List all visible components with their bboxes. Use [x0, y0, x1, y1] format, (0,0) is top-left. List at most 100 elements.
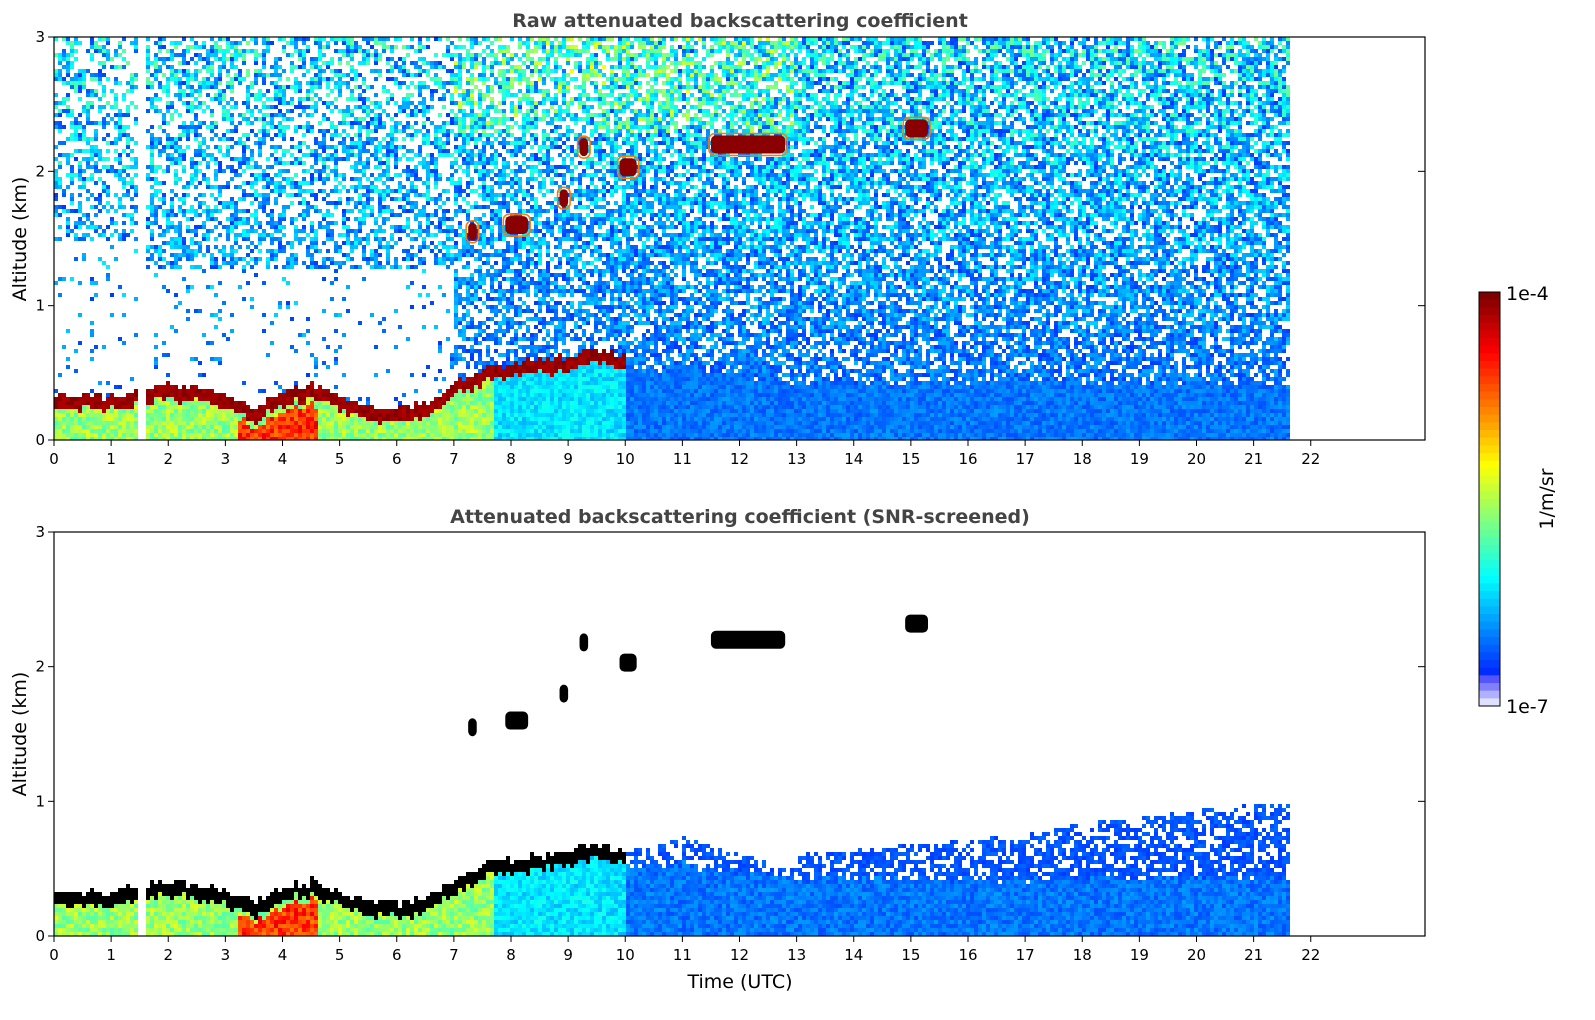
heatmap-cell — [474, 269, 478, 273]
heatmap-cell — [170, 265, 174, 269]
heatmap-cell — [166, 109, 170, 113]
heatmap-cell — [62, 57, 66, 61]
heatmap-cell — [278, 77, 282, 81]
heatmap-cell — [426, 161, 430, 165]
heatmap-cell — [446, 113, 450, 117]
heatmap-cell — [306, 145, 310, 149]
heatmap-cell — [270, 97, 274, 101]
heatmap-cell — [86, 225, 90, 229]
heatmap-cell — [214, 409, 218, 413]
heatmap-cell — [494, 269, 498, 273]
heatmap-cell — [418, 41, 422, 45]
heatmap-cell — [266, 257, 270, 261]
heatmap-cell — [298, 241, 302, 245]
heatmap-cell — [202, 193, 206, 197]
heatmap-cell — [238, 433, 242, 437]
heatmap-cell — [454, 345, 458, 349]
heatmap-cell — [118, 385, 122, 389]
heatmap-cell — [458, 233, 462, 237]
heatmap-cell — [310, 229, 314, 233]
heatmap-cell — [454, 245, 458, 249]
heatmap-cell — [338, 181, 342, 185]
heatmap-cell — [298, 125, 302, 129]
heatmap-cell — [226, 425, 230, 429]
heatmap-cell — [290, 345, 294, 349]
heatmap-cell — [98, 209, 102, 213]
heatmap-cell — [242, 189, 246, 193]
heatmap-cell — [126, 89, 130, 93]
heatmap-cell — [466, 429, 470, 433]
heatmap-cell — [78, 413, 82, 417]
heatmap-cell — [318, 209, 322, 213]
heatmap-cell — [434, 129, 438, 133]
heatmap-cell — [438, 389, 442, 393]
heatmap-cell — [374, 49, 378, 53]
heatmap-cell — [346, 417, 350, 421]
heatmap-cell — [162, 45, 166, 49]
heatmap-cell — [502, 313, 506, 317]
heatmap-cell — [326, 229, 330, 233]
heatmap-cell — [462, 113, 466, 117]
heatmap-cell — [158, 265, 162, 269]
heatmap-cell — [410, 101, 414, 105]
heatmap-cell — [426, 225, 430, 229]
heatmap-cell — [434, 157, 438, 161]
heatmap-cell — [298, 185, 302, 189]
heatmap-cell — [306, 169, 310, 173]
heatmap-cell — [386, 157, 390, 161]
heatmap-cell — [486, 257, 490, 261]
heatmap-cell — [230, 89, 234, 93]
heatmap-cell — [342, 225, 346, 229]
heatmap-cell — [214, 421, 218, 425]
heatmap-cell — [330, 213, 334, 217]
heatmap-cell — [262, 73, 266, 77]
heatmap-cell — [402, 105, 406, 109]
heatmap-cell — [218, 45, 222, 49]
heatmap-cell — [454, 317, 458, 321]
heatmap-cell — [466, 337, 470, 341]
heatmap-cell — [218, 201, 222, 205]
heatmap-cell — [434, 401, 438, 405]
heatmap-cell — [126, 113, 130, 117]
heatmap-cell — [326, 157, 330, 161]
heatmap-cell — [502, 169, 506, 173]
heatmap-cell — [270, 137, 274, 141]
heatmap-cell — [350, 57, 354, 61]
heatmap-cell — [450, 109, 454, 113]
heatmap-cell — [274, 221, 278, 225]
heatmap-cell — [194, 161, 198, 165]
heatmap-cell — [482, 125, 486, 129]
heatmap-cell — [294, 193, 298, 197]
heatmap-cell — [74, 429, 78, 433]
heatmap-cell — [470, 357, 474, 361]
heatmap-cell — [410, 257, 414, 261]
heatmap-cell — [114, 409, 118, 413]
heatmap-cell — [282, 97, 286, 101]
heatmap-cell — [86, 433, 90, 437]
heatmap-cell — [62, 125, 66, 129]
heatmap-cell — [254, 209, 258, 213]
heatmap-cell — [78, 173, 82, 177]
heatmap-cell — [318, 413, 322, 417]
heatmap-cell — [162, 129, 166, 133]
heatmap-cell — [370, 265, 374, 269]
heatmap-cell — [462, 373, 466, 377]
heatmap-cell — [214, 293, 218, 297]
heatmap-cell — [318, 249, 322, 253]
heatmap-cell — [354, 217, 358, 221]
heatmap-cell — [322, 361, 326, 365]
heatmap-cell — [478, 265, 482, 269]
heatmap-cell — [378, 117, 382, 121]
heatmap-cell — [422, 261, 426, 265]
heatmap-cell — [226, 253, 230, 257]
heatmap-cell — [62, 421, 66, 425]
heatmap-cell — [194, 413, 198, 417]
heatmap-cell — [198, 421, 202, 425]
heatmap-cell — [334, 69, 338, 73]
heatmap-cell — [434, 65, 438, 69]
heatmap-cell — [126, 165, 130, 169]
heatmap-cell — [378, 417, 382, 421]
heatmap-cell — [210, 405, 214, 409]
heatmap-cell — [190, 101, 194, 105]
heatmap-cell — [222, 225, 226, 229]
